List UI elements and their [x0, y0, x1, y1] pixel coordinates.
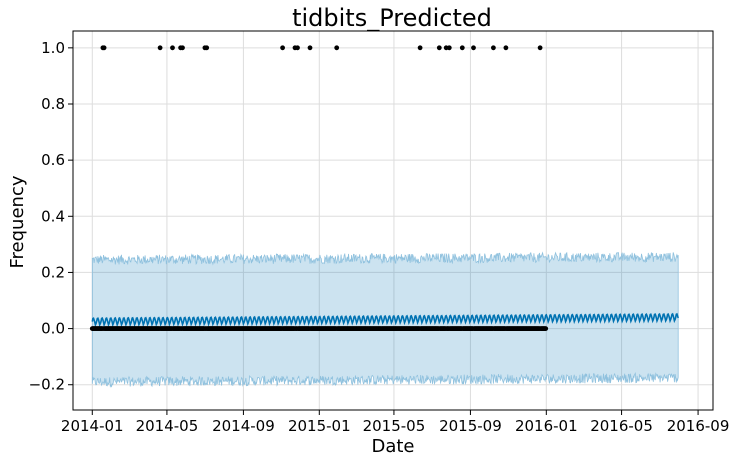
- y-tick-label: 0.8: [41, 95, 65, 113]
- observed-point-high: [334, 45, 340, 51]
- observed-point: [543, 326, 549, 331]
- y-axis-title: Frequency: [7, 175, 28, 268]
- forecast-line-layer: [91, 312, 679, 328]
- y-tick-label: 0.2: [41, 263, 65, 281]
- observed-point-high: [436, 45, 442, 51]
- x-tick-label: 2015-01: [288, 417, 351, 435]
- y-tick-label: 0.0: [41, 320, 65, 338]
- x-tick-label: 2016-09: [667, 417, 730, 435]
- observed-point-high: [491, 45, 496, 51]
- observed-point-high: [170, 45, 175, 51]
- x-tick-label: 2015-09: [439, 417, 502, 435]
- observed-point-high: [417, 45, 423, 51]
- observed-point-high: [180, 45, 185, 51]
- x-tick-label: 2016-05: [590, 417, 653, 435]
- observed-point-high: [537, 45, 543, 51]
- observed-point-high: [471, 45, 476, 51]
- observed-point-high: [101, 45, 107, 51]
- x-axis-ticks: 2014-01 2014-05 2014-09 2015-01 2015-05 2015-…: [61, 410, 729, 435]
- observed-point-high: [307, 45, 313, 51]
- observed-point-high: [459, 45, 465, 51]
- observed-point-high: [446, 45, 452, 51]
- chart-title: tidbits_Predicted: [292, 4, 492, 32]
- plot-frame: [72, 30, 714, 411]
- observed-point-high: [280, 45, 285, 51]
- x-tick-label: 2014-01: [61, 417, 124, 435]
- y-tick-label: 0.6: [41, 151, 65, 169]
- y-tick-label: −0.2: [29, 376, 65, 394]
- x-tick-label: 2014-09: [212, 417, 275, 435]
- forecast-line: [91, 312, 679, 328]
- y-tick-label: 0.4: [41, 207, 65, 225]
- x-tick-label: 2014-05: [136, 417, 199, 435]
- observed-point-high: [503, 45, 509, 51]
- observed-point-high: [157, 45, 163, 51]
- observed-points-layer: [89, 45, 549, 331]
- observed-point-high: [295, 45, 300, 51]
- observed-point-high: [204, 45, 210, 51]
- x-axis-title: Date: [371, 436, 414, 457]
- uncertainty-band-layer: [91, 251, 679, 388]
- uncertainty-band: [91, 251, 679, 388]
- x-tick-label: 2016-01: [515, 417, 578, 435]
- x-tick-label: 2015-05: [363, 417, 426, 435]
- y-tick-label: 1.0: [41, 39, 65, 57]
- y-axis-ticks: −0.2 0.0 0.2 0.4 0.6 0.8 1.0: [29, 39, 73, 394]
